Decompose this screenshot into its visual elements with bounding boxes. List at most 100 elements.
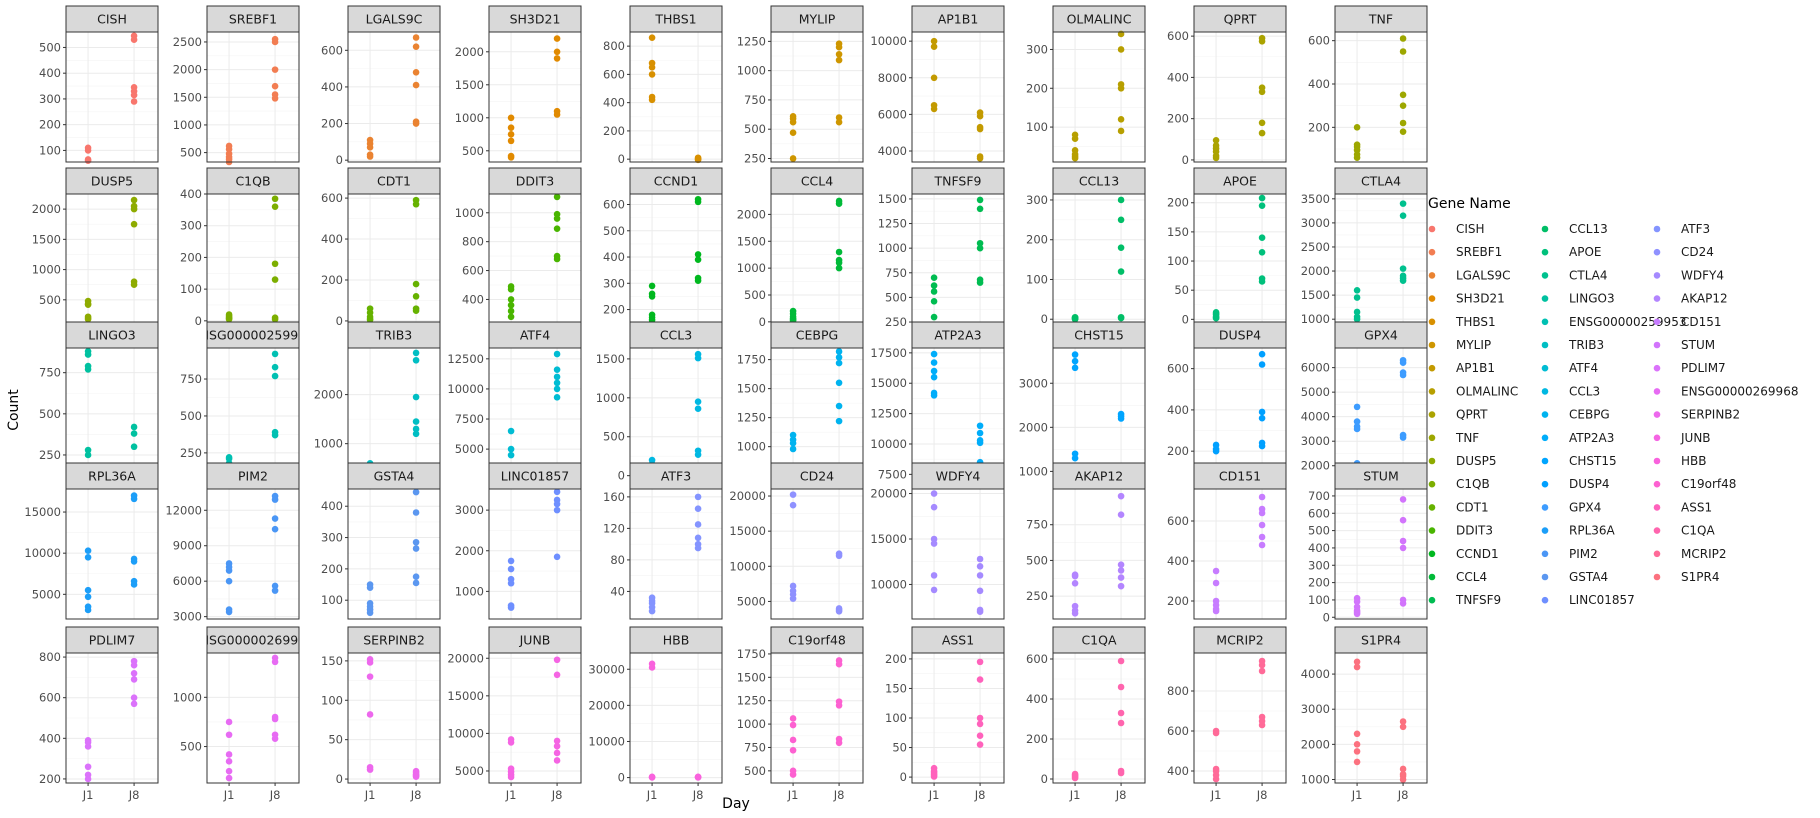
y-tick-label: 100	[321, 593, 343, 607]
facet-panel-TNFSF9: TNFSF9 250 500 750 1000 1250 1500	[878, 167, 1005, 329]
facet-panel-APOE: APOE 0 50 100 150 200	[1167, 167, 1287, 326]
x-tick-label: J1	[646, 788, 658, 802]
legend-label: MYLIP	[1456, 338, 1491, 352]
x-tick-label: J1	[928, 788, 940, 802]
data-point-J8	[271, 82, 279, 90]
data-point-J8	[1117, 116, 1125, 123]
y-tick-label: 6000	[1301, 361, 1330, 375]
data-point-J1	[648, 71, 656, 78]
data-point-J1	[1071, 351, 1079, 358]
panel-border	[65, 31, 159, 163]
y-tick-label: 500	[1026, 553, 1048, 567]
data-point-J8	[1117, 657, 1125, 665]
facet-strip	[65, 321, 159, 349]
data-point-J1	[1212, 729, 1220, 737]
panel-border	[1334, 31, 1428, 163]
y-tick-label: 2000	[1301, 264, 1330, 278]
panel-border	[629, 652, 723, 784]
data-point-J8	[412, 545, 420, 552]
legend-label: SH3D21	[1456, 292, 1505, 306]
facet-strip-label: RPL36A	[88, 469, 136, 484]
data-point-J8	[271, 582, 279, 590]
facet-strip-label: C1QB	[235, 174, 270, 189]
legend-key	[1653, 272, 1661, 279]
legend-item-TRIB3: TRIB3	[1541, 338, 1604, 352]
legend-key	[1541, 364, 1549, 372]
facet-strip-label: SERPINB2	[363, 633, 425, 648]
data-point-J1	[1353, 598, 1361, 605]
data-point-J1	[507, 130, 515, 138]
facet-strip-label: LGALS9C	[366, 12, 423, 27]
y-tick-label: 10000	[870, 34, 907, 48]
legend-label: PIM2	[1569, 547, 1598, 561]
data-point-J1	[930, 37, 938, 45]
data-point-J8	[271, 496, 279, 503]
data-point-J8	[1117, 314, 1125, 322]
legend-label: STUM	[1681, 338, 1715, 352]
data-point-J1	[930, 298, 938, 305]
y-tick-label: 500	[744, 122, 766, 136]
data-point-J1	[84, 366, 92, 373]
facet-strip-label: LINC01857	[501, 469, 570, 484]
y-tick-label: 300	[1026, 193, 1048, 207]
panel-background	[1194, 653, 1286, 783]
legend-key	[1653, 388, 1661, 395]
data-point-J8	[976, 125, 984, 133]
legend-item-GSTA4: GSTA4	[1541, 570, 1608, 584]
facet-strip-label: CISH	[97, 12, 127, 27]
data-point-J1	[648, 293, 656, 300]
y-tick-label: 400	[1308, 77, 1330, 91]
facet-panel-JUNB: JUNB 5000 10000 15000 20000 J1 J8	[447, 626, 582, 802]
data-point-J8	[976, 422, 984, 430]
y-tick-label: 4000	[1301, 667, 1330, 681]
data-point-J8	[130, 36, 138, 44]
legend-key	[1653, 225, 1661, 233]
data-point-J8	[835, 359, 843, 367]
panel-background	[489, 194, 581, 324]
data-point-J8	[976, 112, 984, 120]
panel-border	[488, 488, 582, 620]
facet-strip-label: CCL13	[1079, 174, 1119, 189]
data-point-J8	[976, 196, 984, 204]
x-tick-label: J1	[364, 788, 376, 802]
legend-item-LGALS9C: LGALS9C	[1428, 268, 1511, 282]
y-tick-label: 0	[759, 315, 766, 329]
data-point-J8	[835, 50, 843, 58]
legend-item-CCL13: CCL13	[1541, 222, 1608, 236]
data-point-J8	[130, 558, 138, 565]
y-tick-label: 0	[900, 770, 907, 784]
y-tick-label: 250	[885, 315, 907, 329]
y-tick-label: 200	[1026, 81, 1048, 95]
data-point-J8	[130, 205, 138, 213]
legend-item-CDT1: CDT1	[1428, 500, 1489, 514]
facet-panel-TRIB3: TRIB3 1000 2000	[314, 321, 441, 479]
facet-strip	[911, 626, 1005, 654]
data-point-J8	[694, 774, 702, 781]
data-point-J1	[366, 609, 374, 617]
data-point-J8	[553, 255, 561, 263]
data-point-J8	[1258, 661, 1266, 669]
data-point-J1	[1071, 135, 1079, 143]
legend-label: C19orf48	[1681, 477, 1736, 491]
y-tick-label: 20000	[588, 698, 625, 712]
facet-strip	[347, 626, 441, 654]
y-tick-label: 400	[1026, 692, 1048, 706]
y-tick-label: 600	[1167, 514, 1189, 528]
y-tick-label: 800	[1167, 684, 1189, 698]
facet-panel-C1QA: C1QA 0 200 400 600 J1 J8	[1026, 626, 1146, 802]
facet-panel-WDFY4: WDFY4 10000 15000 20000	[870, 462, 1005, 620]
facet-strip-label: ENSG00000259953	[192, 328, 314, 343]
legend-label: GPX4	[1569, 500, 1601, 514]
legend-label: DDIT3	[1456, 524, 1493, 538]
legend-key	[1428, 480, 1436, 488]
legend-key	[1653, 504, 1661, 511]
data-point-J8	[130, 661, 138, 669]
legend-label: CCND1	[1456, 547, 1499, 561]
facet-strip	[65, 462, 159, 490]
data-point-J1	[507, 579, 515, 587]
y-tick-label: 500	[1308, 524, 1330, 538]
legend-key	[1428, 318, 1436, 326]
x-tick-label: J1	[787, 788, 799, 802]
y-tick-label: 100	[1167, 254, 1189, 268]
facet-strip-label: HBB	[663, 633, 690, 648]
